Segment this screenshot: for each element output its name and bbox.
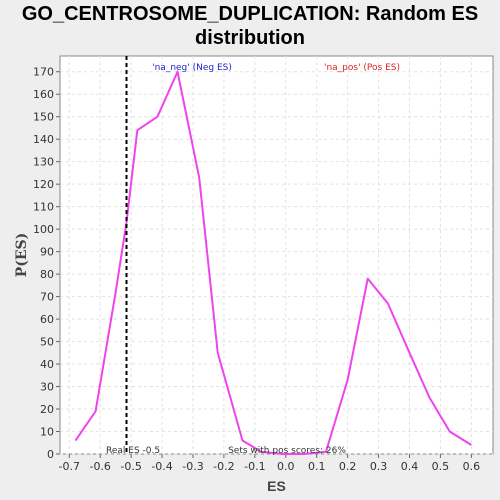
- y-tick-label: 170: [33, 66, 54, 79]
- chart-title-line2: distribution: [195, 27, 305, 49]
- legend-neg: 'na_neg' (Neg ES): [152, 63, 232, 73]
- x-tick-label: 0.0: [277, 460, 295, 473]
- x-tick-label: -0.2: [213, 460, 234, 473]
- y-tick-label: 60: [40, 313, 54, 326]
- x-tick-label: 0.3: [370, 460, 388, 473]
- y-tick-label: 140: [33, 133, 54, 146]
- y-tick-label: 20: [40, 403, 54, 416]
- x-axis-label: ES: [267, 478, 286, 494]
- y-tick-label: 120: [33, 178, 54, 191]
- real-es-annotation: Real ES -0.5: [106, 446, 160, 456]
- y-tick-label: 80: [40, 268, 54, 281]
- x-tick-label: 0.4: [401, 460, 419, 473]
- x-tick-label: -0.4: [151, 460, 172, 473]
- x-tick-label: 0.1: [308, 460, 326, 473]
- x-tick-label: -0.3: [182, 460, 203, 473]
- y-tick-label: 10: [40, 426, 54, 439]
- x-tick-label: 0.2: [339, 460, 357, 473]
- plot-area: [59, 55, 494, 455]
- x-tick-label: -0.6: [89, 460, 110, 473]
- chart-title-line1: GO_CENTROSOME_DUPLICATION: Random ES: [21, 3, 479, 25]
- y-tick-label: 110: [33, 201, 54, 214]
- y-tick-label: 150: [33, 111, 54, 124]
- x-tick-label: 0.6: [463, 460, 481, 473]
- y-tick-label: 100: [33, 223, 54, 236]
- x-tick-label: -0.1: [244, 460, 265, 473]
- y-axis-label: P(ES): [14, 233, 30, 278]
- x-tick-label: 0.5: [432, 460, 450, 473]
- y-tick-label: 160: [33, 88, 54, 101]
- pos-scores-annotation: Sets with pos scores: 26%: [228, 446, 346, 456]
- y-tick-label: 90: [40, 246, 54, 259]
- y-tick-label: 130: [33, 156, 54, 169]
- y-tick-label: 70: [40, 291, 54, 304]
- series-line: [74, 70, 472, 455]
- x-tick-label: -0.7: [59, 460, 80, 473]
- x-tick-label: -0.5: [120, 460, 141, 473]
- y-tick-label: 30: [40, 381, 54, 394]
- y-tick-label: 50: [40, 336, 54, 349]
- legend-pos: 'na_pos' (Pos ES): [324, 63, 400, 73]
- y-tick-label: 40: [40, 358, 54, 371]
- y-tick-label: 0: [47, 448, 54, 461]
